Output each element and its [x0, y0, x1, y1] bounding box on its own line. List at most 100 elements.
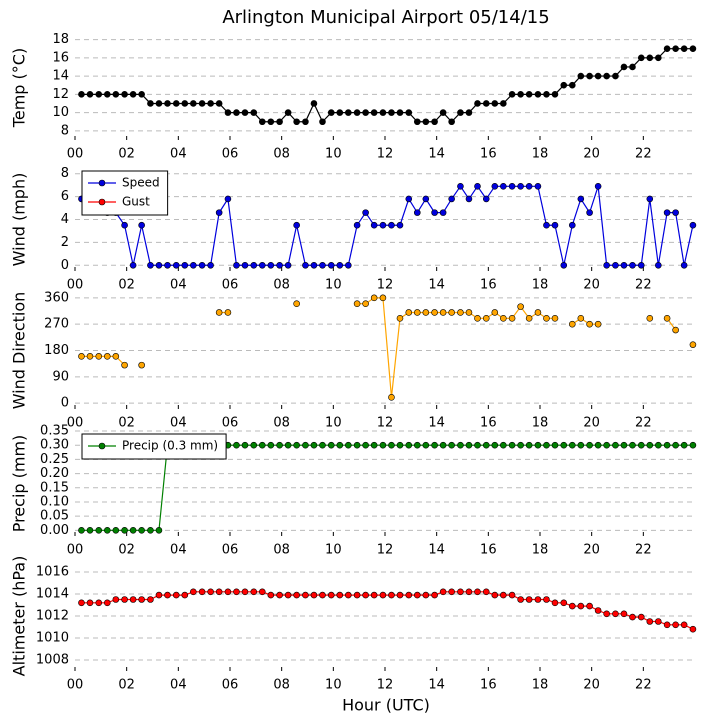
data-point [568, 81, 576, 89]
x-tick-label: 10 [325, 543, 342, 558]
data-point [448, 195, 455, 203]
x-tick-label: 20 [583, 678, 600, 693]
data-point [413, 118, 421, 126]
data-point [233, 261, 240, 269]
data-point [284, 591, 292, 599]
data-point [164, 591, 171, 599]
data-point [629, 261, 636, 269]
data-point [353, 109, 361, 116]
y-tick-label: 180 [44, 343, 69, 358]
data-point [370, 294, 378, 302]
data-point [465, 109, 473, 116]
data-point [586, 441, 593, 449]
data-point [517, 596, 524, 603]
data-point [465, 441, 473, 449]
y-tick-label: 90 [52, 369, 69, 384]
data-point [629, 63, 636, 71]
data-point [396, 315, 404, 322]
y-tick-label: 0.35 [40, 424, 69, 439]
data-point [689, 441, 697, 449]
data-point [250, 441, 258, 449]
data-point [198, 100, 206, 107]
x-tick-label: 08 [273, 678, 290, 693]
data-point [172, 261, 180, 269]
x-tick-label: 14 [428, 678, 445, 693]
data-point [663, 621, 671, 629]
y-tick-label: 0.10 [40, 494, 69, 509]
data-point [672, 441, 679, 449]
data-point [121, 91, 128, 98]
data-point [500, 441, 507, 449]
data-point [646, 54, 654, 62]
data-point [181, 261, 189, 269]
y-axis-label: Wind (mph) [10, 173, 29, 267]
data-point [353, 441, 361, 449]
data-point [250, 588, 258, 596]
data-point [121, 596, 128, 603]
data-point [586, 72, 593, 80]
data-point [543, 596, 550, 603]
y-tick-label: 2 [61, 235, 69, 250]
data-point [370, 591, 378, 599]
data-point [138, 361, 145, 369]
y-tick-label: 18 [52, 32, 69, 47]
data-point [86, 91, 94, 98]
data-point [491, 591, 499, 599]
data-point [500, 591, 507, 599]
data-point [637, 613, 645, 621]
data-point [388, 393, 395, 401]
data-point [241, 441, 249, 449]
data-point [491, 441, 499, 449]
y-tick-label: 10 [52, 105, 69, 120]
x-tick-label: 00 [67, 543, 84, 558]
data-point [233, 441, 240, 449]
data-point [362, 109, 369, 116]
data-point [474, 441, 481, 449]
data-point [267, 591, 275, 599]
data-point [534, 309, 542, 316]
data-point [155, 100, 163, 107]
data-point [190, 588, 197, 596]
data-point [543, 91, 550, 98]
data-point [310, 441, 318, 449]
x-axis-label: Hour (UTC) [342, 696, 430, 715]
x-tick-label: 18 [532, 543, 549, 558]
data-point [362, 300, 369, 308]
data-point [95, 527, 103, 534]
y-tick-label: 0 [61, 396, 69, 411]
data-point [508, 591, 516, 599]
data-point [620, 63, 628, 71]
data-point [534, 596, 542, 603]
legend-box [81, 170, 169, 216]
data-point [310, 591, 318, 599]
data-point [388, 109, 395, 116]
data-point [155, 527, 163, 534]
data-point [655, 441, 662, 449]
data-point [612, 72, 619, 80]
data-point [362, 209, 369, 216]
data-point [680, 441, 688, 449]
data-point [129, 527, 137, 534]
data-point [612, 610, 619, 618]
data-point [517, 183, 524, 190]
data-point [310, 261, 318, 269]
y-axis-label: Wind Direction [10, 292, 29, 410]
data-point [379, 221, 387, 229]
data-point [551, 599, 559, 607]
data-point [413, 591, 421, 599]
data-point [353, 591, 361, 599]
data-point [543, 441, 550, 449]
x-tick-label: 04 [170, 147, 187, 162]
data-point [241, 261, 249, 269]
legend-label: Gust [122, 195, 150, 209]
data-point [474, 315, 481, 322]
data-point [250, 261, 258, 269]
data-point [181, 100, 189, 107]
y-tick-label: 1012 [36, 609, 69, 624]
data-point [250, 109, 258, 116]
data-point [164, 261, 171, 269]
data-point [482, 588, 490, 596]
data-point [258, 118, 266, 126]
data-point [672, 209, 679, 216]
data-point [233, 588, 240, 596]
